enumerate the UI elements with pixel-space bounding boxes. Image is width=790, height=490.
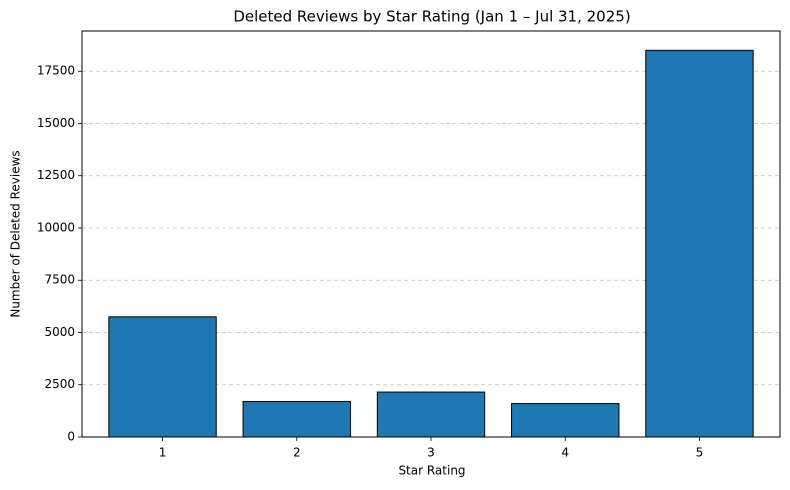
y-tick-label: 0 — [67, 430, 75, 444]
chart-title: Deleted Reviews by Star Rating (Jan 1 – … — [233, 8, 630, 26]
bar — [108, 316, 217, 438]
bar — [242, 400, 351, 438]
y-tick-label: 10000 — [37, 220, 75, 234]
y-tick-label: 12500 — [37, 168, 75, 182]
y-tick-label: 17500 — [37, 64, 75, 78]
x-tick-label: 5 — [696, 446, 704, 460]
bar — [376, 391, 486, 438]
x-tick-label: 2 — [293, 446, 301, 460]
y-tick-label: 5000 — [44, 325, 75, 339]
x-tick-label: 1 — [159, 446, 167, 460]
x-axis-label: Star Rating — [398, 464, 465, 478]
x-tick-label: 4 — [561, 446, 569, 460]
plot-frame — [81, 30, 781, 438]
y-tick-label: 15000 — [37, 116, 75, 130]
bar — [511, 403, 620, 438]
y-tick-label: 7500 — [44, 273, 75, 287]
bar — [645, 49, 754, 438]
y-axis-label: Number of Deleted Reviews — [9, 150, 23, 317]
y-tick-label: 2500 — [44, 377, 75, 391]
x-tick-label: 3 — [427, 446, 435, 460]
